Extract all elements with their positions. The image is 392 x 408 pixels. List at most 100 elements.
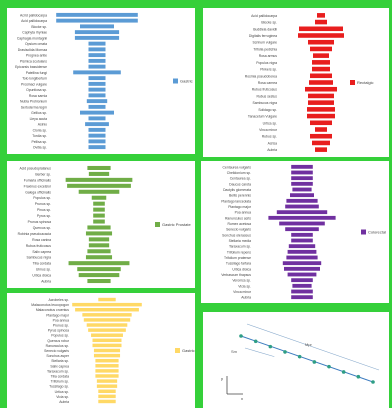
category-label: Vinca minor: [259, 128, 278, 132]
legend-swatch: [350, 80, 355, 85]
trend-line: [240, 335, 374, 383]
category-label: Sonchus oleraceus: [222, 233, 251, 237]
bar: [288, 244, 316, 249]
bar: [291, 164, 313, 169]
data-point: [239, 334, 243, 338]
category-label: Populus sp.: [33, 196, 51, 200]
bar: [276, 210, 328, 215]
annotation-label: Mpr: [305, 342, 313, 347]
category-label: Poa annua: [53, 318, 70, 322]
category-label: Senecio vulgaris: [226, 228, 251, 232]
category-label: Acrid pallidocarpa: [20, 13, 47, 17]
bar: [285, 227, 319, 232]
bar: [88, 93, 106, 98]
category-label: Trifolium pratense: [224, 256, 251, 260]
bar: [77, 267, 121, 272]
category-label: Quercus sp.: [33, 226, 51, 230]
category-label: Rosa sarnia: [29, 94, 47, 98]
category-label: Robinia pseudoacacia: [18, 232, 51, 236]
chart-panel-green: Acid pseudoplatanus Berber sp. Fumaria off…: [7, 161, 195, 288]
bar: [268, 215, 336, 220]
bar: [88, 127, 106, 132]
category-label: Tilia cordata: [33, 262, 51, 266]
category-label: Ranunculus acris: [225, 216, 251, 220]
category-label: Galega officinalis: [25, 190, 51, 194]
lower-guide-line: [244, 347, 275, 357]
bar: [284, 266, 320, 271]
category-label: Populus nigra: [256, 61, 277, 65]
bar: [310, 133, 332, 139]
category-label: Buddleia davidii: [253, 27, 277, 31]
category-label: Ulmus sp.: [36, 268, 51, 272]
bar: [95, 364, 119, 368]
category-label: Drasisolida Mornaa: [18, 48, 47, 52]
bar: [308, 39, 334, 45]
bar: [68, 261, 130, 266]
category-label: Rubus sestus: [256, 94, 277, 98]
bar: [92, 343, 122, 348]
category-label: Ovitia sp.: [33, 146, 47, 150]
category-label: Bellis perennis: [229, 194, 251, 198]
category-label: Pinus sp.: [37, 208, 51, 212]
bar: [86, 323, 128, 327]
bar: [88, 243, 110, 248]
data-point: [341, 370, 346, 374]
category-label: Lleya acuta: [30, 117, 47, 121]
category-label: Aubria: [41, 280, 51, 284]
category-label: Chelidonium sp.: [227, 171, 251, 175]
bar: [98, 297, 116, 302]
legend-label: Colorectal: [368, 230, 386, 235]
bar: [98, 389, 116, 393]
category-label: Vicia sp.: [238, 284, 251, 288]
category-label: Acid pallidocarpa: [21, 19, 47, 23]
bar: [95, 374, 119, 378]
category-label: Poa annua: [235, 211, 252, 215]
bar: [73, 70, 121, 75]
category-label: Pismica scutulans: [20, 59, 47, 63]
bar: [290, 193, 314, 198]
bar: [291, 232, 313, 237]
chart-panel-yellow: Acrobeles sp. Malaconotus leucopogon Malac…: [7, 293, 195, 408]
category-label: Salix caprea: [32, 250, 51, 254]
legend-swatch: [175, 348, 180, 353]
bar: [75, 308, 139, 312]
category-label: Prognea antie: [26, 54, 47, 58]
category-label: Dactylis glomerata: [223, 188, 251, 192]
bar: [56, 18, 138, 23]
category-label: Malaconotus cruentus: [36, 308, 69, 312]
upper-guide-line: [246, 323, 380, 371]
bar: [291, 181, 313, 186]
bar: [279, 221, 325, 226]
bar: [291, 295, 313, 300]
category-label: Tanacetum Vulgare: [248, 115, 277, 119]
bar: [88, 237, 110, 242]
category-label: Prunus sp.: [35, 202, 51, 206]
bar: [93, 213, 105, 218]
x-axis-label: x: [241, 396, 243, 401]
bar: [88, 139, 106, 144]
bar: [92, 338, 122, 343]
bar: [307, 113, 335, 119]
bar: [291, 170, 313, 175]
bar: [291, 278, 313, 283]
category-label: Plantago major: [228, 205, 252, 209]
category-label: Cloria sp.: [33, 128, 47, 132]
chart-panel-red: Acid pallidocarpa Blocke sp. Buddleia davi…: [203, 8, 389, 157]
category-label: Plantago major: [46, 313, 70, 317]
bar: [98, 394, 116, 399]
data-point: [297, 354, 302, 359]
bar: [91, 195, 107, 200]
chart-panel-purple: Centaurea vulgaris Chelidonium sp. Centaur…: [201, 161, 389, 303]
bar: [88, 133, 106, 138]
category-label: Acrobeles sp.: [48, 298, 69, 302]
category-label: Patellina fungi: [26, 71, 48, 75]
category-label: Rumex acetosa: [227, 222, 251, 226]
category-label: Sambucus nigra: [252, 101, 277, 105]
bar: [96, 384, 118, 388]
data-point: [253, 339, 258, 344]
category-label: Tordia sp.: [32, 134, 47, 138]
bar: [88, 87, 106, 92]
category-label: Acrisa: [268, 141, 278, 145]
annotation-label: Sm: [231, 349, 238, 354]
category-label: Plantago lanceolata: [221, 199, 251, 203]
